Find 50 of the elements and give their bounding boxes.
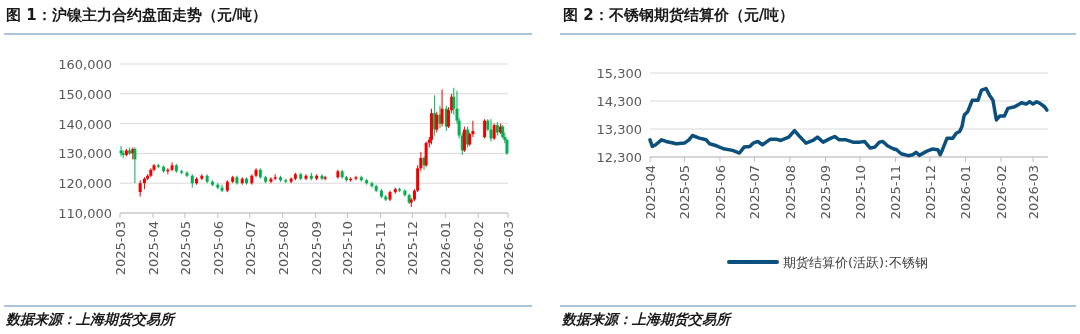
candlestick	[220, 184, 224, 193]
x-tick-label: 2026-02	[993, 165, 1009, 220]
chart-title: 图 2：不锈钢期货结算价（元/吨）	[563, 6, 795, 24]
candlestick	[289, 176, 293, 184]
x-tick-label: 2025-11	[373, 221, 389, 276]
source-note: 数据来源：上海期货交易所	[5, 311, 177, 327]
x-tick-label: 2025-04	[643, 165, 658, 220]
x-tick-label: 2025-05	[677, 165, 693, 220]
candlestick	[185, 170, 189, 178]
x-tick-label: 2025-06	[712, 165, 728, 220]
candlestick	[304, 173, 308, 181]
x-tick-label: 2025-07	[242, 221, 258, 276]
candlestick	[354, 175, 358, 181]
candlestick	[370, 181, 374, 189]
y-tick-label: 110,000	[58, 206, 112, 221]
x-tick-label: 2026-02	[471, 221, 487, 276]
y-tick-label: 160,000	[58, 57, 112, 72]
candlestick	[269, 176, 273, 184]
y-tick-label: 15,300	[596, 66, 642, 81]
x-tick-label: 2025-04	[145, 221, 161, 276]
candlestick	[440, 88, 444, 128]
y-tick-label: 130,000	[58, 146, 112, 162]
x-tick-label: 2025-05	[177, 221, 193, 276]
x-tick-label: 2025-10	[852, 165, 868, 220]
x-tick-label: 2026-01	[438, 221, 454, 276]
x-tick-label: 2026-01	[958, 165, 974, 220]
y-tick-label: 140,000	[58, 116, 112, 132]
x-tick-label: 2025-07	[747, 165, 763, 220]
legend-label: 期货结算价(活跃):不锈钢	[783, 255, 928, 270]
source-note: 数据来源：上海期货交易所	[561, 311, 733, 327]
x-tick-label: 2025-10	[340, 221, 356, 276]
y-tick-label: 14,300	[596, 94, 642, 109]
y-tick-label: 120,000	[58, 176, 112, 192]
x-tick-label: 2025-08	[782, 165, 798, 220]
x-tick-label: 2025-06	[210, 221, 226, 276]
x-tick-label: 2026-03	[1026, 165, 1042, 220]
x-tick-label: 2025-09	[308, 221, 324, 276]
x-tick-label: 2026-03	[501, 221, 516, 276]
chart-title: 图 1：沪镍主力合约盘面走势（元/吨）	[6, 6, 268, 24]
x-tick-label: 2025-12	[405, 221, 421, 276]
x-tick-label: 2025-08	[275, 221, 291, 276]
candlestick	[200, 173, 204, 181]
y-tick-label: 12,300	[596, 150, 642, 165]
x-tick-label: 2025-11	[888, 165, 904, 220]
y-tick-label: 13,300	[596, 122, 642, 137]
x-tick-label: 2025-12	[922, 165, 938, 220]
y-tick-label: 150,000	[58, 86, 112, 102]
candlestick	[403, 188, 407, 198]
x-tick-label: 2025-03	[113, 221, 128, 276]
x-tick-label: 2025-09	[818, 165, 834, 220]
